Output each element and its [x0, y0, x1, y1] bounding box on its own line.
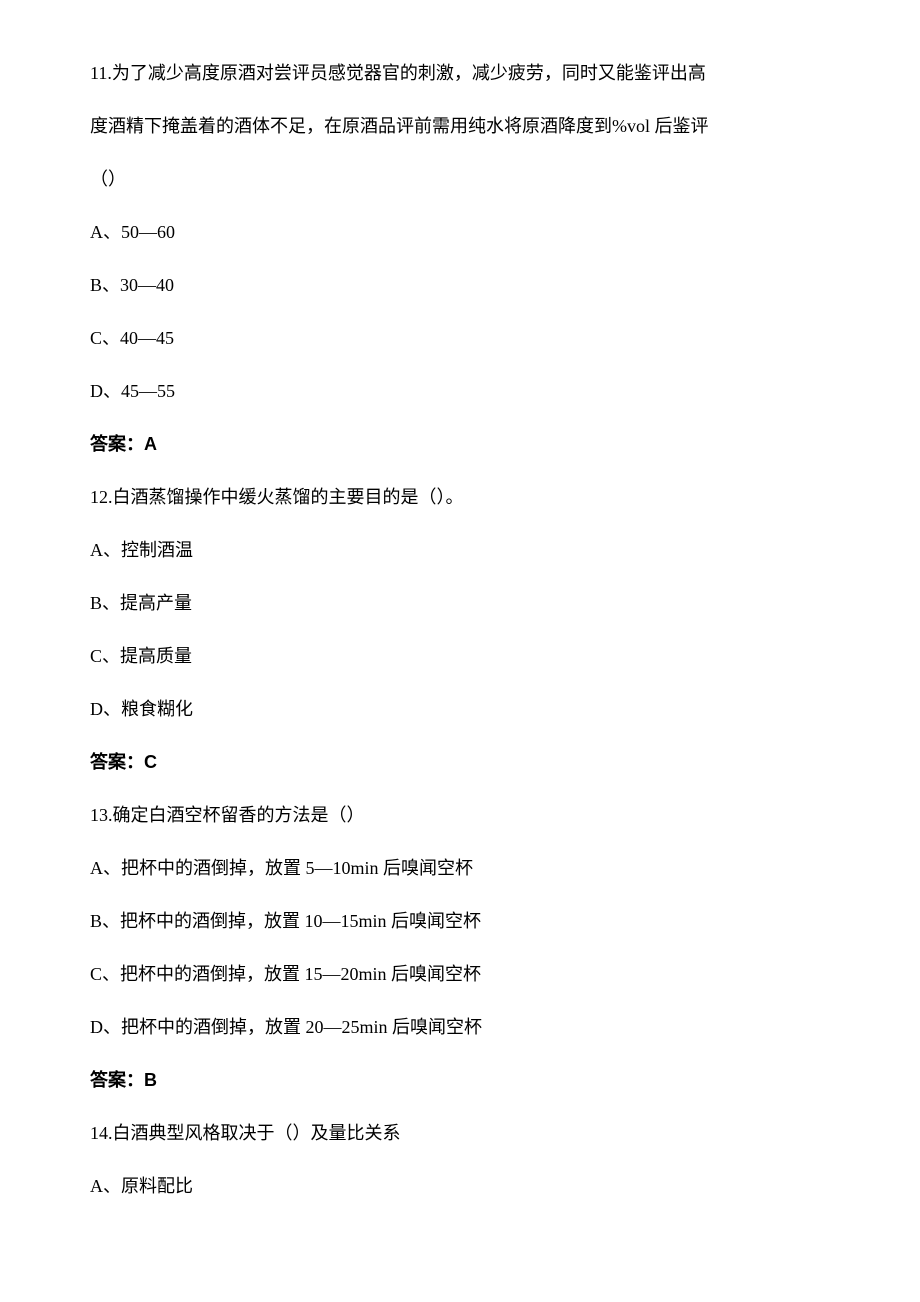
q11-stem-line1: 11.为了减少高度原酒对尝评员感觉器官的刺激，减少疲劳，同时又能鉴评出高	[90, 60, 830, 87]
q13-stem: 13.确定白酒空杯留香的方法是（）	[90, 802, 830, 829]
q12-option-a: A、控制酒温	[90, 537, 830, 564]
q11-option-a: A、50—60	[90, 219, 830, 246]
q12-option-b: B、提高产量	[90, 590, 830, 617]
q13-option-c: C、把杯中的酒倒掉，放置 15—20min 后嗅闻空杯	[90, 961, 830, 988]
q14-option-a: A、原料配比	[90, 1173, 830, 1200]
q13-option-d: D、把杯中的酒倒掉，放置 20—25min 后嗅闻空杯	[90, 1014, 830, 1041]
q13-answer: 答案：B	[90, 1067, 830, 1094]
q11-stem-line2: 度酒精下掩盖着的酒体不足，在原酒品评前需用纯水将原酒降度到%vol 后鉴评	[90, 113, 830, 140]
q13-option-a: A、把杯中的酒倒掉，放置 5—10min 后嗅闻空杯	[90, 855, 830, 882]
q12-option-d: D、粮食糊化	[90, 696, 830, 723]
q11-answer: 答案：A	[90, 431, 830, 458]
q13-option-b: B、把杯中的酒倒掉，放置 10—15min 后嗅闻空杯	[90, 908, 830, 935]
q14-stem: 14.白酒典型风格取决于（）及量比关系	[90, 1120, 830, 1147]
q11-stem-line3: （）	[90, 166, 830, 193]
q12-stem: 12.白酒蒸馏操作中缓火蒸馏的主要目的是（）。	[90, 484, 830, 511]
q12-answer: 答案：C	[90, 749, 830, 776]
q11-option-b: B、30—40	[90, 272, 830, 299]
q11-option-d: D、45—55	[90, 378, 830, 405]
q11-option-c: C、40—45	[90, 325, 830, 352]
q12-option-c: C、提高质量	[90, 643, 830, 670]
